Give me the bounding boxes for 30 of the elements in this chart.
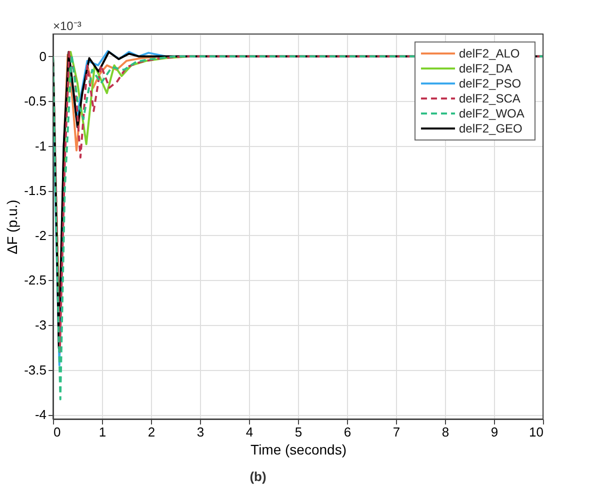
y-tick-label: -3 <box>34 317 46 332</box>
text: (b) <box>250 469 266 484</box>
y-axis-title: ΔF (p.u.) <box>4 200 20 254</box>
text: ×10⁻³ <box>53 19 82 33</box>
x-tick-label: 1 <box>98 424 106 440</box>
x-tick-label: 0 <box>54 424 61 440</box>
legend-label: delF2_ALO <box>459 46 520 60</box>
y-tick-label: -2.5 <box>24 272 46 288</box>
x-tick-label: 3 <box>196 424 204 440</box>
y-tick-label: -0.5 <box>24 94 46 109</box>
x-tick-label: 7 <box>392 424 400 440</box>
y-tick-label: -1 <box>34 138 46 154</box>
x-tick-label: 6 <box>344 424 352 440</box>
x-tick-label: 2 <box>148 424 156 440</box>
x-tick-label: 8 <box>442 424 450 440</box>
legend-label: delF2_PSO <box>459 76 522 90</box>
legend-label: delF2_GEO <box>459 122 522 136</box>
x-tick-label: 4 <box>246 424 254 440</box>
x-tick-label: 10 <box>529 424 544 440</box>
y-tick-label: -1.5 <box>24 183 46 198</box>
legend-label: delF2_SCA <box>459 92 520 106</box>
y-tick-label: -4 <box>34 407 46 422</box>
x-axis-title: Time (seconds) <box>250 442 346 458</box>
legend-label: delF2_DA <box>459 62 512 76</box>
y-tick-label: -3.5 <box>24 362 46 378</box>
x-tick-label: 9 <box>490 424 498 440</box>
y-tick-label: -2 <box>34 228 46 243</box>
x-tick-label: 5 <box>294 424 302 440</box>
y-tick-label: 0 <box>39 48 46 64</box>
legend-label: delF2_WOA <box>459 106 524 120</box>
